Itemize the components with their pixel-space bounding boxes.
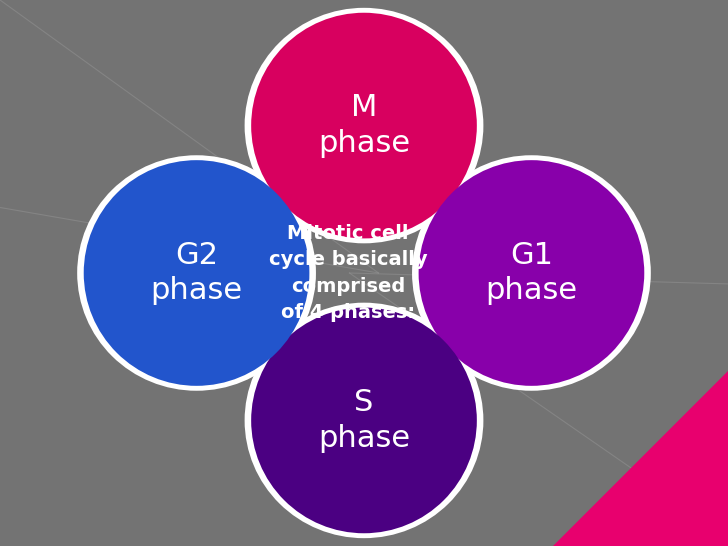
- Polygon shape: [414, 341, 474, 375]
- Ellipse shape: [419, 160, 644, 386]
- Polygon shape: [250, 341, 310, 375]
- Text: M
phase: M phase: [318, 93, 410, 158]
- Ellipse shape: [412, 155, 651, 391]
- Polygon shape: [250, 171, 310, 205]
- Text: Mitotic cell
cycle basically
comprised
of 4 phases:: Mitotic cell cycle basically comprised o…: [269, 224, 427, 322]
- Text: S
phase: S phase: [318, 388, 410, 453]
- Ellipse shape: [245, 302, 483, 538]
- Ellipse shape: [251, 307, 477, 533]
- Ellipse shape: [245, 8, 483, 244]
- Polygon shape: [414, 171, 474, 205]
- Ellipse shape: [77, 155, 316, 391]
- Text: G1
phase: G1 phase: [486, 241, 577, 305]
- Polygon shape: [553, 371, 728, 546]
- Ellipse shape: [251, 13, 477, 239]
- Ellipse shape: [84, 160, 309, 386]
- Text: G2
phase: G2 phase: [151, 241, 242, 305]
